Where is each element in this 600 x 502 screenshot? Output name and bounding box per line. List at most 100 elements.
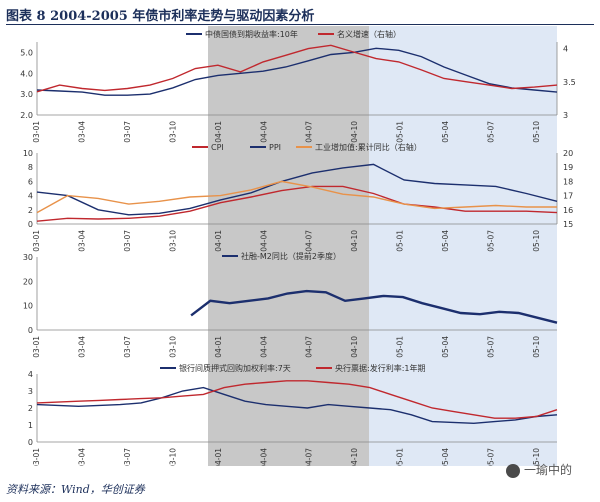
legend-label: 中债国债到期收益率:10年 [205,29,298,39]
x-tick-label: 05-01 [396,336,405,358]
x-tick-label: 03-04 [77,121,86,143]
legend-label: 社融-M2同比（提前2季度） [241,251,341,261]
y-tick-label: 5.0 [20,48,33,57]
y-tick-label: 2 [28,206,33,215]
y-tick-label: 10 [23,149,33,158]
x-tick-label: 05-01 [396,230,405,252]
y-right-tick-label: 19 [563,163,573,172]
figure-title: 图表 8 2004-2005 年债市利率走势与驱动因素分析 [6,9,315,24]
x-tick-label: 03-10 [168,121,177,143]
shade-gray-region [208,26,369,466]
y-right-tick-label: 3.5 [563,78,576,87]
x-tick-label: 05-04 [441,448,450,466]
legend-label: 银行间质押式回购加权利率:7天 [179,363,291,373]
y-right-tick-label: 20 [563,149,573,158]
y-tick-label: 1 [28,421,33,430]
y-tick-label: 30 [23,253,33,262]
y-right-tick-label: 18 [563,177,573,186]
y-right-tick-label: 17 [563,192,573,201]
x-tick-label: 05-10 [532,121,541,143]
legend-label: PPI [269,143,281,152]
x-tick-label: 05-04 [441,336,450,358]
x-tick-label: 03-10 [168,336,177,358]
y-tick-label: 3.0 [20,90,33,99]
series-line-2 [36,44,558,93]
x-tick-label: 04-10 [350,448,359,466]
x-tick-label: 05-10 [532,448,541,466]
x-tick-label: 03-07 [123,121,132,143]
y-tick-label: 0 [28,438,33,447]
plots-layer: 2.0 3.0 4.0 5.0 3 3.5 4 03-01 03-04 03-07 03-10 04-… [20,29,575,466]
x-tick-label: 05-07 [487,448,496,466]
x-tick-label: 05-04 [441,230,450,252]
chart-panel-4: 0 1 2 3 4 03-01 03-04 03-07 03-10 04-01 04-04 04-07… [28,363,558,466]
y-tick-label: 2 [28,404,33,413]
y-tick-label: 4 [28,370,33,379]
legend-label: 工业增加值:累计同比（右轴） [315,142,422,152]
shade-blue-region [369,26,557,466]
y-tick-label: 8 [28,163,33,172]
series-line-1 [36,185,558,222]
y-right-tick-label: 4 [563,45,568,54]
title-rule [6,24,594,25]
watermark: 一瑜中的 [506,461,572,478]
x-tick-label: 05-10 [532,230,541,252]
x-tick-label: 05-04 [441,121,450,143]
x-tick-label: 04-04 [259,230,268,252]
legend-label: 央行票据:发行利率:1年期 [335,363,425,373]
x-tick-label: 04-07 [305,121,314,143]
y-tick-label: 6 [28,177,33,186]
charts-canvas: 2.0 3.0 4.0 5.0 3 3.5 4 03-01 03-04 03-07 03-10 04-… [20,26,576,466]
x-tick-label: 05-01 [396,121,405,143]
y-tick-label: 4 [28,192,33,201]
x-tick-label: 04-07 [305,336,314,358]
x-tick-label: 04-04 [259,448,268,466]
x-tick-label: 04-01 [214,121,223,143]
x-tick-label: 05-07 [487,230,496,252]
series-line-2 [36,163,558,216]
y-tick-label: 10 [23,302,33,311]
x-tick-label: 04-01 [214,448,223,466]
y-tick-label: 4.0 [20,69,33,78]
x-tick-label: 04-10 [350,230,359,252]
x-tick-label: 03-01 [32,121,41,143]
y-tick-label: 0 [28,220,33,229]
y-tick-label: 20 [23,277,33,286]
x-tick-label: 04-07 [305,230,314,252]
legend-label: 名义增速（右轴） [337,29,401,39]
x-tick-label: 03-04 [77,230,86,252]
y-right-tick-label: 16 [563,206,573,215]
x-tick-label: 03-04 [77,448,86,466]
chart-panel-3: 0 10 20 30 03-01 03-04 03-07 03-10 04-01 04-04 04-… [23,251,558,358]
x-tick-label: 03-01 [32,230,41,252]
y-tick-label: 2.0 [20,111,33,120]
x-tick-label: 03-01 [32,336,41,358]
x-tick-label: 05-07 [487,336,496,358]
x-tick-label: 04-01 [214,336,223,358]
x-tick-label: 05-01 [396,448,405,466]
series-line-2 [36,380,558,419]
x-tick-label: 05-07 [487,121,496,143]
figure-title-bar: 图表 8 2004-2005 年债市利率走势与驱动因素分析 [0,0,600,26]
y-right-tick-label: 15 [563,220,573,229]
x-tick-label: 03-10 [168,230,177,252]
x-tick-label: 04-07 [305,448,314,466]
x-tick-label: 03-07 [123,336,132,358]
series-line-1 [190,289,558,324]
legend-label: CPI [211,143,224,152]
x-tick-label: 04-10 [350,121,359,143]
x-tick-label: 04-01 [214,230,223,252]
x-tick-label: 04-10 [350,336,359,358]
series-line-3 [36,180,557,214]
x-tick-label: 03-10 [168,448,177,466]
x-tick-label: 03-01 [32,448,41,466]
watermark-logo-icon [506,463,520,478]
x-tick-label: 03-04 [77,336,86,358]
x-tick-label: 04-04 [259,121,268,143]
series-line-1 [36,386,558,425]
x-tick-label: 03-07 [123,230,132,252]
chart-panel-1: 2.0 3.0 4.0 5.0 3 3.5 4 03-01 03-04 03-07 03-10 04-… [20,29,575,143]
watermark-text: 一瑜中的 [524,463,573,477]
source-note: 资料来源：Wind，华创证券 [6,483,145,496]
y-right-tick-label: 3 [563,111,568,120]
